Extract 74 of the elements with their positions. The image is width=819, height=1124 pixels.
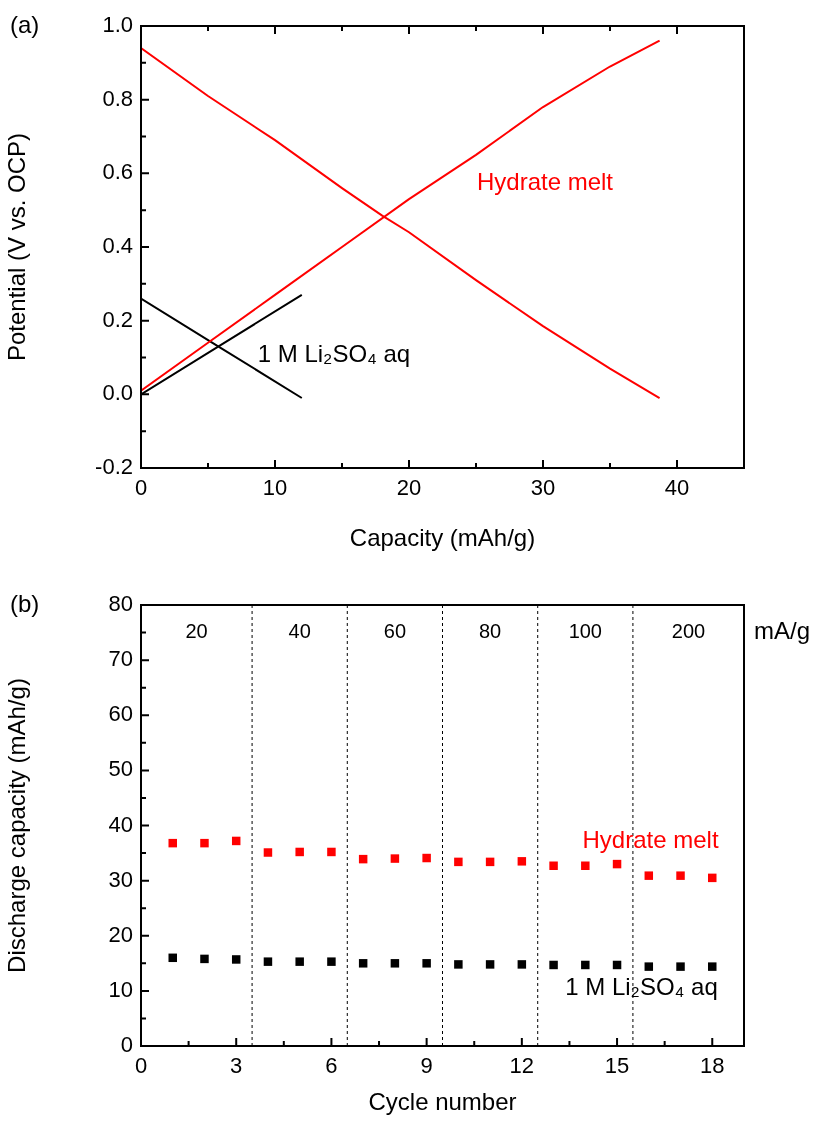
y-tick-label: 0.2 bbox=[102, 306, 133, 332]
point bbox=[708, 873, 717, 883]
y-tick-label: 0.6 bbox=[102, 159, 133, 185]
point bbox=[168, 953, 177, 963]
point bbox=[644, 962, 654, 971]
y-tick-label: 60 bbox=[108, 701, 133, 727]
point bbox=[517, 960, 527, 969]
point bbox=[422, 853, 431, 863]
point bbox=[549, 861, 558, 870]
y-tick-label: 0.8 bbox=[102, 85, 133, 111]
series-label: 1 M Li₂SO₄ aq bbox=[565, 973, 718, 1001]
y-tick-label: 0.4 bbox=[102, 233, 133, 259]
x-tick-label: 10 bbox=[262, 475, 288, 501]
point bbox=[517, 857, 527, 866]
text: (b) bbox=[10, 589, 40, 617]
point bbox=[390, 959, 400, 968]
point bbox=[454, 857, 463, 867]
y-tick-label: 30 bbox=[108, 866, 133, 892]
point bbox=[295, 957, 304, 966]
point bbox=[549, 960, 558, 970]
point bbox=[390, 854, 400, 863]
annotation: 40 bbox=[288, 620, 311, 643]
series-label: Hydrate melt bbox=[476, 167, 614, 195]
series-label: 1 M Li₂SO₄ aq bbox=[257, 339, 411, 367]
point bbox=[295, 847, 304, 857]
y-tick-label: -0.2 bbox=[95, 454, 133, 480]
x-tick-label: 30 bbox=[530, 475, 556, 501]
point bbox=[581, 861, 590, 870]
point bbox=[644, 871, 654, 880]
y-tick-label: 50 bbox=[108, 756, 133, 782]
y-tick-label: 0 bbox=[120, 1032, 133, 1058]
point bbox=[327, 847, 336, 857]
point bbox=[168, 838, 177, 848]
x-tick-label: 20 bbox=[396, 475, 422, 501]
x-axis-title: Capacity (mAh/g) bbox=[349, 524, 536, 552]
x-tick-label: 18 bbox=[700, 1053, 725, 1079]
annotation: 100 bbox=[568, 620, 602, 643]
y-tick-label: 40 bbox=[108, 811, 133, 837]
point bbox=[200, 954, 209, 964]
point bbox=[454, 960, 463, 969]
y-tick-label: 20 bbox=[108, 921, 133, 947]
x-tick-label: 40 bbox=[664, 475, 690, 501]
point bbox=[708, 962, 717, 971]
point bbox=[327, 957, 336, 966]
point bbox=[676, 962, 685, 971]
point bbox=[263, 848, 273, 857]
annotation: 200 bbox=[671, 620, 706, 643]
y-tick-label: 0.0 bbox=[102, 380, 133, 406]
y-axis-title: Discharge capacity (mAh/g) bbox=[3, 678, 31, 973]
series-label: Hydrate melt bbox=[582, 825, 719, 853]
x-tick-label: 9 bbox=[420, 1053, 433, 1079]
x-axis-title: Cycle number bbox=[368, 1088, 517, 1116]
annotation: 60 bbox=[383, 620, 407, 643]
text: (a) bbox=[10, 10, 40, 38]
point bbox=[581, 960, 590, 970]
point bbox=[200, 838, 209, 848]
y-axis-title: Potential (V vs. OCP) bbox=[3, 132, 31, 362]
y-tick-label: 1.0 bbox=[102, 12, 133, 38]
y-tick-label: 10 bbox=[108, 976, 133, 1002]
point bbox=[358, 959, 368, 968]
point bbox=[422, 959, 431, 968]
point bbox=[485, 960, 495, 969]
y-tick-label: 80 bbox=[108, 591, 133, 617]
point bbox=[263, 957, 273, 966]
annotation: 20 bbox=[185, 620, 208, 643]
x-tick-label: 12 bbox=[509, 1053, 535, 1079]
x-tick-label: 6 bbox=[325, 1053, 338, 1079]
point bbox=[676, 871, 685, 880]
y-tick-label: 70 bbox=[108, 646, 133, 672]
x-tick-label: 15 bbox=[604, 1053, 630, 1079]
point bbox=[231, 955, 241, 964]
x-tick-label: 3 bbox=[230, 1053, 243, 1079]
annotation: 80 bbox=[478, 620, 502, 643]
text: mA/g bbox=[754, 617, 811, 645]
